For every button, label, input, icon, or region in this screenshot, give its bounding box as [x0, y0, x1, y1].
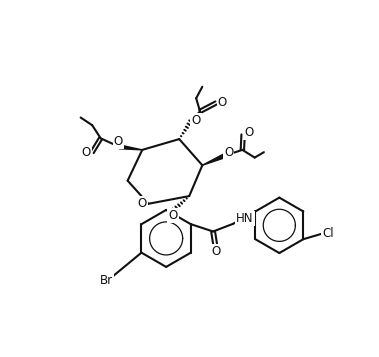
Text: HN: HN	[236, 212, 254, 225]
Text: O: O	[244, 126, 253, 140]
Text: O: O	[168, 209, 178, 222]
Text: O: O	[211, 245, 221, 258]
Text: O: O	[81, 146, 91, 159]
Text: Br: Br	[100, 274, 113, 287]
Text: O: O	[218, 96, 227, 109]
Text: O: O	[224, 146, 233, 159]
Polygon shape	[202, 154, 225, 165]
Polygon shape	[119, 145, 142, 150]
Text: O: O	[114, 135, 123, 148]
Text: Cl: Cl	[322, 227, 334, 240]
Text: O: O	[138, 197, 147, 210]
Text: O: O	[191, 114, 201, 127]
